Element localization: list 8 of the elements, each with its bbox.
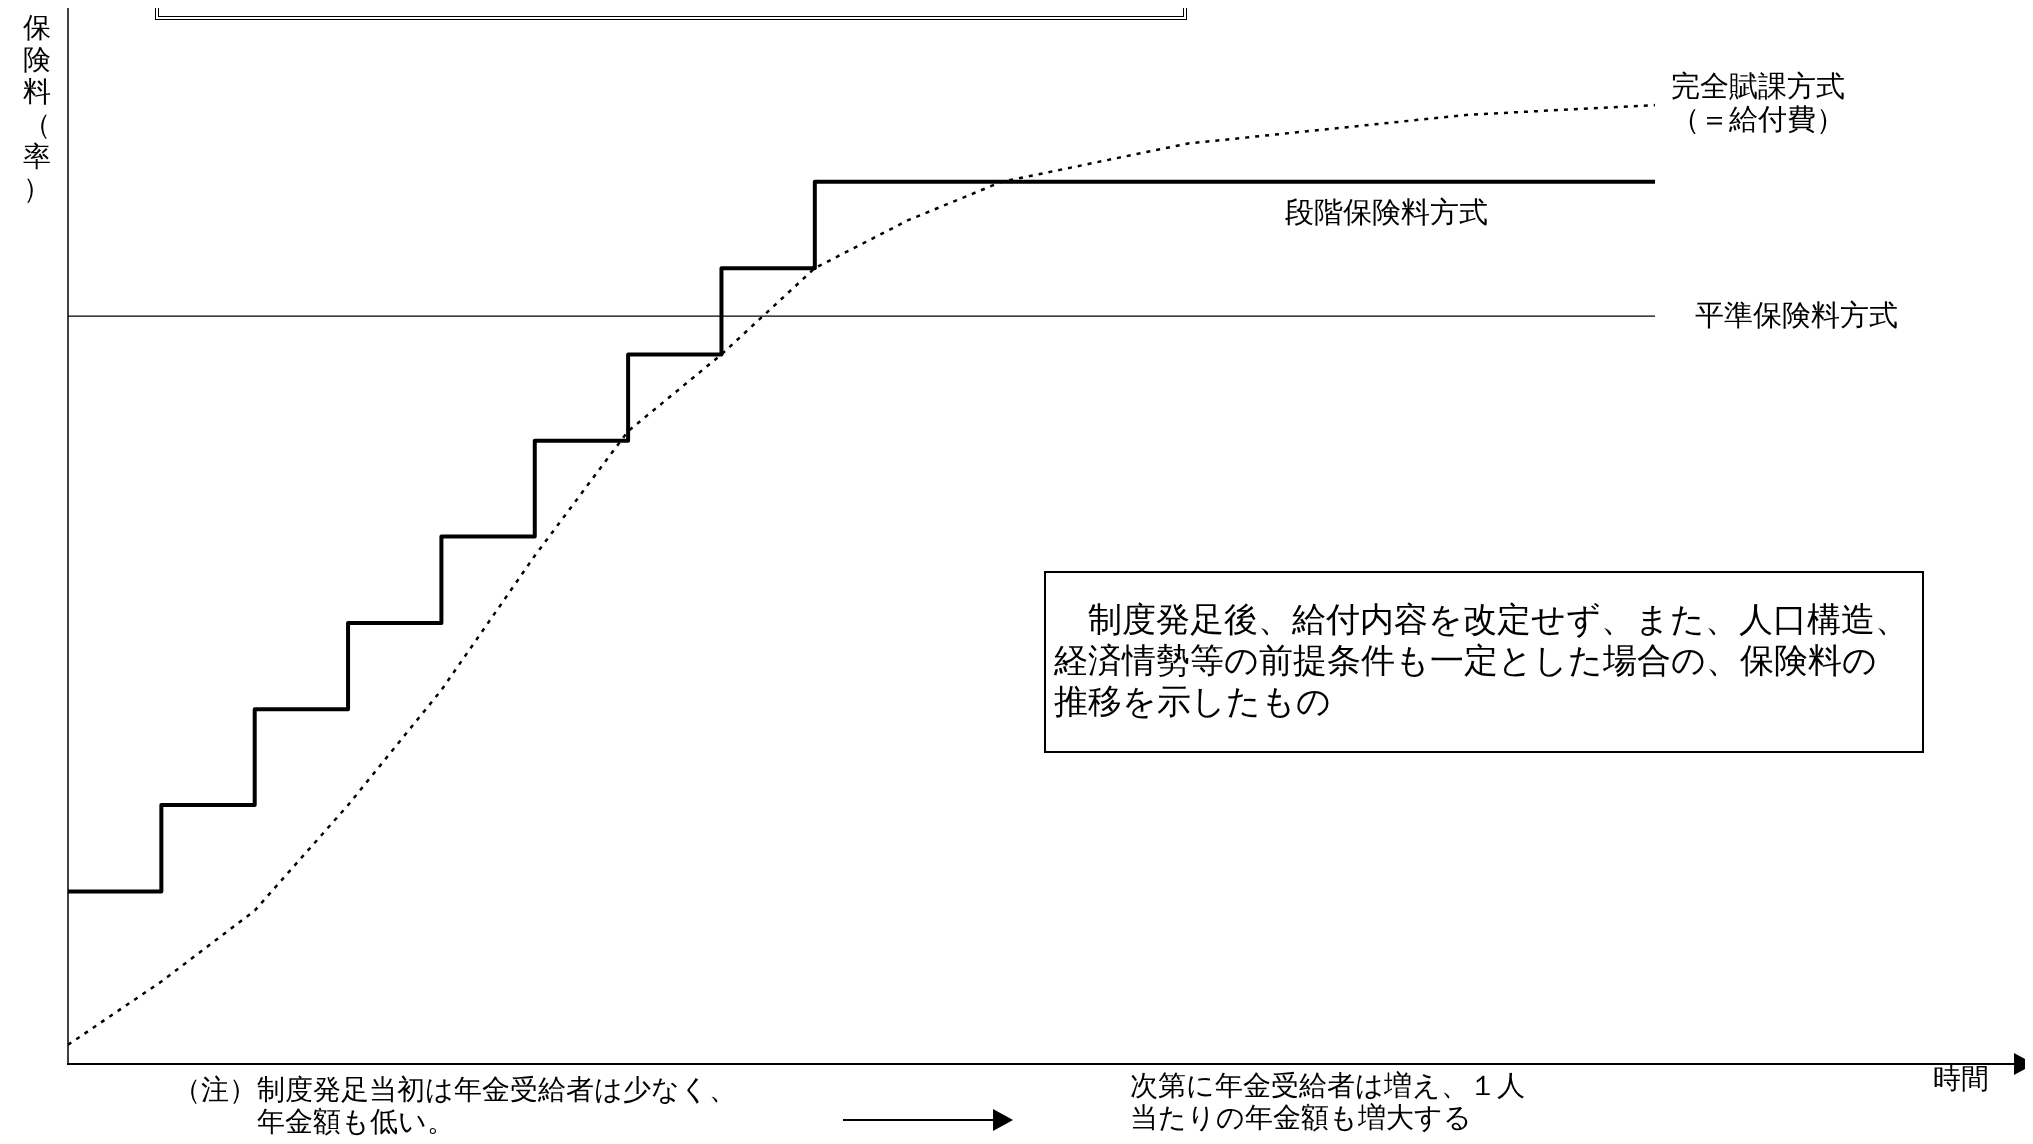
annotation: 制度発足後、給付内容を改定せず、また、人口構造、経済情勢等の前提条件も一定とした場合の、保険料の推移を示したもの [1044, 571, 1924, 754]
text: 時間 [1933, 1061, 1989, 1097]
y-axis-title: 保険料（率） [20, 11, 54, 206]
series-label: 完全賦課方式（＝給付費） [1670, 69, 1847, 137]
text: 次第に年金受給者は増え、１人当たりの年金額も増大する [1130, 1069, 1526, 1135]
series-label: 段階保険料方式 [1284, 194, 1488, 230]
ref-line-label: 平準保険料方式 [1694, 297, 1898, 335]
text: （注）制度発足当初は年金受給者は少なく、年金額も低い。 [173, 1073, 738, 1139]
